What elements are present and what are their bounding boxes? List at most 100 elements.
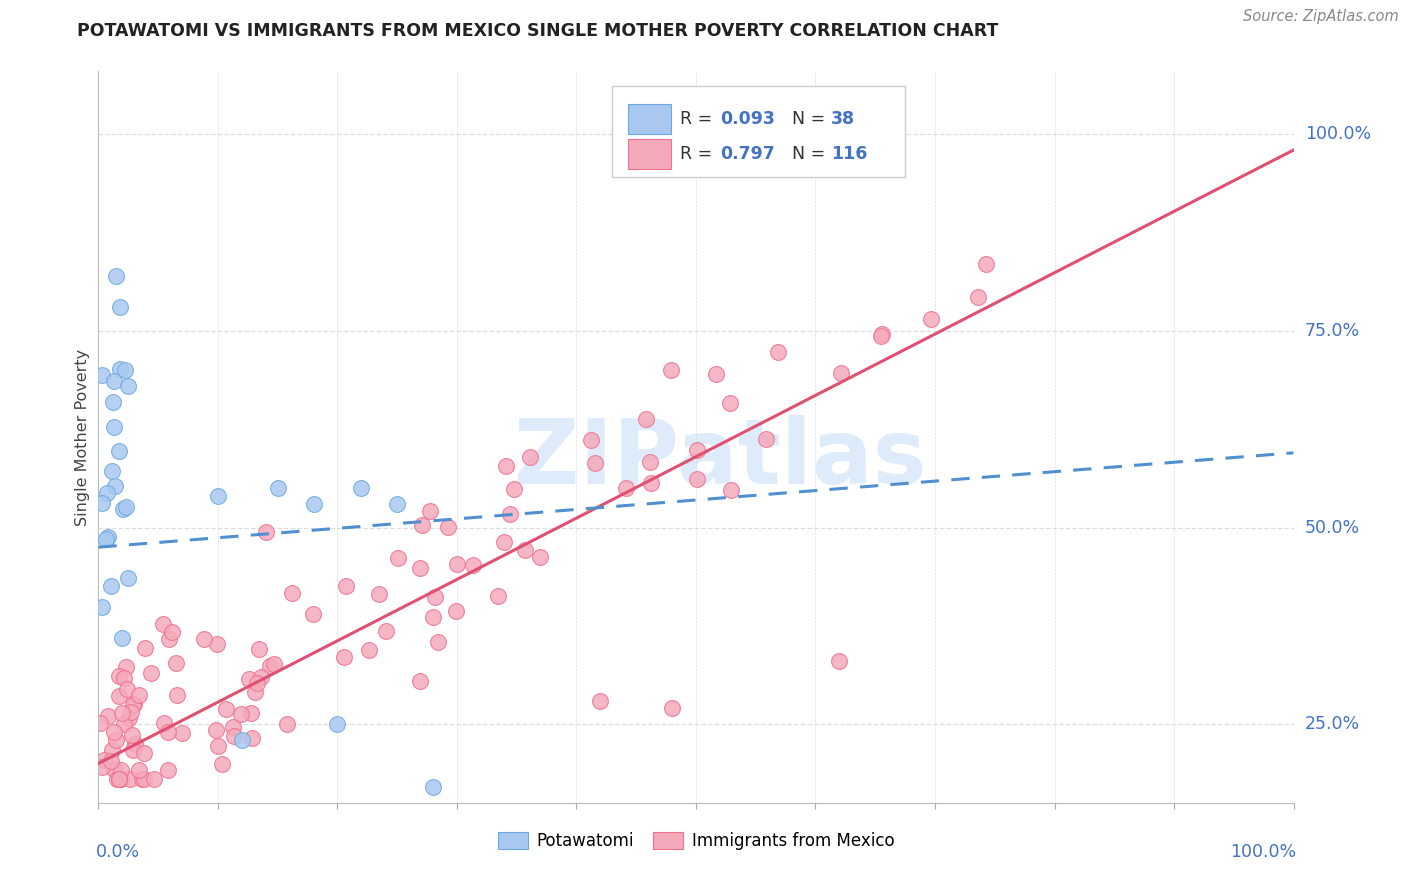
Text: 116: 116 xyxy=(831,145,868,163)
Point xyxy=(614,481,637,495)
Point xyxy=(124,737,146,751)
FancyBboxPatch shape xyxy=(628,103,671,135)
Point xyxy=(486,589,509,603)
Point xyxy=(427,634,450,648)
Point xyxy=(117,572,139,586)
Point xyxy=(974,257,997,271)
Point xyxy=(108,772,131,787)
Point xyxy=(332,649,354,664)
Point xyxy=(157,632,180,646)
Text: 0.0%: 0.0% xyxy=(96,843,141,861)
Point xyxy=(114,500,136,514)
Point xyxy=(259,658,281,673)
Text: R =: R = xyxy=(681,110,713,128)
Point xyxy=(706,367,728,381)
Point xyxy=(90,496,112,510)
Point xyxy=(254,524,277,539)
Point xyxy=(112,717,135,731)
Point xyxy=(636,412,658,426)
Point xyxy=(115,681,138,696)
Point xyxy=(142,772,165,787)
Point xyxy=(718,396,741,410)
Point xyxy=(350,481,373,495)
Point xyxy=(499,508,522,522)
Point xyxy=(247,642,270,657)
Point xyxy=(755,432,778,446)
Point xyxy=(385,497,409,511)
Point xyxy=(97,709,120,723)
Point xyxy=(638,455,661,469)
Text: R =: R = xyxy=(681,145,713,163)
Point xyxy=(114,363,136,377)
Point xyxy=(120,706,142,720)
Point xyxy=(229,707,252,722)
Point xyxy=(100,579,122,593)
FancyBboxPatch shape xyxy=(628,138,671,169)
Point xyxy=(96,486,118,500)
Point xyxy=(513,543,536,558)
Point xyxy=(89,716,111,731)
Point xyxy=(118,711,141,725)
Point xyxy=(90,368,112,382)
Point xyxy=(101,464,124,478)
Point xyxy=(132,772,155,786)
Point xyxy=(108,443,131,458)
Point xyxy=(495,458,517,473)
Point xyxy=(166,688,188,702)
Point xyxy=(152,716,174,731)
Point xyxy=(503,482,526,496)
Point xyxy=(263,657,285,672)
Point xyxy=(111,502,134,516)
Point xyxy=(830,366,852,380)
Point xyxy=(686,471,709,485)
Point xyxy=(121,728,143,742)
Point xyxy=(267,481,290,495)
Point xyxy=(207,489,229,503)
Point xyxy=(110,763,132,777)
Point xyxy=(207,739,229,753)
Point xyxy=(368,586,391,600)
Point xyxy=(111,632,134,646)
Point xyxy=(967,290,990,304)
Point xyxy=(242,731,264,745)
Point xyxy=(240,706,263,720)
Text: N =: N = xyxy=(792,145,825,163)
Point xyxy=(94,532,117,546)
Text: 25.0%: 25.0% xyxy=(1305,715,1360,733)
Point xyxy=(110,772,132,787)
Point xyxy=(101,743,124,757)
Point xyxy=(659,363,682,377)
Point xyxy=(139,666,162,681)
Point xyxy=(108,689,131,703)
Point xyxy=(165,657,187,671)
Point xyxy=(108,301,131,315)
Text: 0.797: 0.797 xyxy=(720,145,775,163)
Point xyxy=(243,685,266,699)
Point xyxy=(103,763,125,777)
Point xyxy=(222,720,245,734)
Point xyxy=(93,753,115,767)
Text: 50.0%: 50.0% xyxy=(1305,518,1360,536)
Point xyxy=(661,701,683,715)
Point xyxy=(120,772,142,787)
Point xyxy=(238,673,260,687)
Point xyxy=(444,604,467,618)
Point xyxy=(422,780,444,794)
Point xyxy=(411,517,433,532)
Y-axis label: Single Mother Poverty: Single Mother Poverty xyxy=(75,349,90,525)
Point xyxy=(103,374,125,388)
Point xyxy=(409,561,432,575)
Point xyxy=(152,616,174,631)
Point xyxy=(870,329,893,343)
Point xyxy=(387,551,409,566)
Point xyxy=(423,590,446,604)
Point xyxy=(207,637,229,651)
FancyBboxPatch shape xyxy=(613,86,905,178)
Text: N =: N = xyxy=(792,110,825,128)
Point xyxy=(463,558,485,572)
Point xyxy=(359,643,381,657)
Point xyxy=(110,362,132,376)
Point xyxy=(222,729,245,743)
Point xyxy=(519,450,541,464)
Point xyxy=(250,670,273,684)
